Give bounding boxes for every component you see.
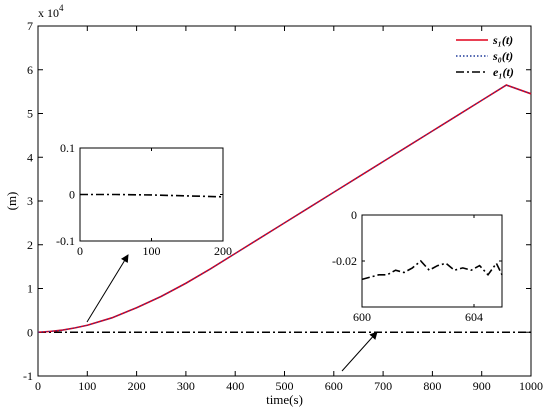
main-x-tick-label: 200 xyxy=(128,379,146,393)
inset1-x-tick-label: 200 xyxy=(214,244,232,258)
main-y-tick-label: 0 xyxy=(27,325,33,339)
inset2-x-tick-label: 600 xyxy=(353,310,371,324)
main-y-tick-label: 2 xyxy=(27,238,33,252)
inset2-y-tick-label: 0 xyxy=(351,208,357,222)
inset1-y-tick-label: -0.1 xyxy=(56,234,75,248)
inset1-y-tick-label: 0 xyxy=(69,188,75,202)
main-y-tick-label: -1 xyxy=(23,369,33,383)
y-scale-exponent: 4 xyxy=(59,3,64,13)
inset1-y-tick-label: 0.1 xyxy=(60,141,75,155)
main-x-tick-label: 500 xyxy=(276,379,294,393)
inset1-series-dashdot xyxy=(80,193,224,198)
legend-label: e₁(t) xyxy=(493,65,514,79)
main-series-dotted xyxy=(37,84,532,333)
inset-plot-2: 600 604 0 -0.02 xyxy=(332,208,503,324)
y-scale-multiplier: x 104 xyxy=(38,3,64,20)
main-x-tick-label: 600 xyxy=(325,379,343,393)
main-x-tick-label: 300 xyxy=(177,379,195,393)
annotation-arrows xyxy=(86,254,378,372)
main-x-tick-label: 0 xyxy=(35,379,41,393)
legend: s₁(t) s₀(t) e₁(t) xyxy=(456,33,514,79)
inset2-frame xyxy=(361,214,503,308)
main-x-tick-label: 900 xyxy=(473,379,491,393)
main-x-tick-label: 400 xyxy=(226,379,244,393)
main-x-tick-label: 100 xyxy=(78,379,96,393)
inset2-y-tick-label: -0.02 xyxy=(332,254,357,268)
inset2-series-dashdot xyxy=(361,259,503,281)
main-y-tick-label: 7 xyxy=(27,19,33,33)
legend-label: s₀(t) xyxy=(492,49,513,63)
annotation-arrow-1 xyxy=(86,254,129,323)
inset1-x-tick-label: 0 xyxy=(77,244,83,258)
annotation-arrow-2 xyxy=(341,331,378,372)
main-x-tick-label: 700 xyxy=(374,379,392,393)
main-y-tick-label: 6 xyxy=(27,63,33,77)
main-y-tick-label: 4 xyxy=(27,150,33,164)
y-axis-label: (m) xyxy=(4,192,19,211)
inset1-x-tick-label: 100 xyxy=(143,244,161,258)
main-y-tick-label: 5 xyxy=(27,107,33,121)
main-y-tick-label: 1 xyxy=(27,282,33,296)
inset2-x-tick-label: 604 xyxy=(465,310,483,324)
main-x-tick-label: 800 xyxy=(423,379,441,393)
main-y-tick-label: 3 xyxy=(27,194,33,208)
main-x-tick-label: 1000 xyxy=(519,379,543,393)
legend-label: s₁(t) xyxy=(492,33,513,47)
x-axis-label: time(s) xyxy=(266,392,303,407)
inset-plot-1: 0 100 200-0.100.1 xyxy=(56,141,232,258)
